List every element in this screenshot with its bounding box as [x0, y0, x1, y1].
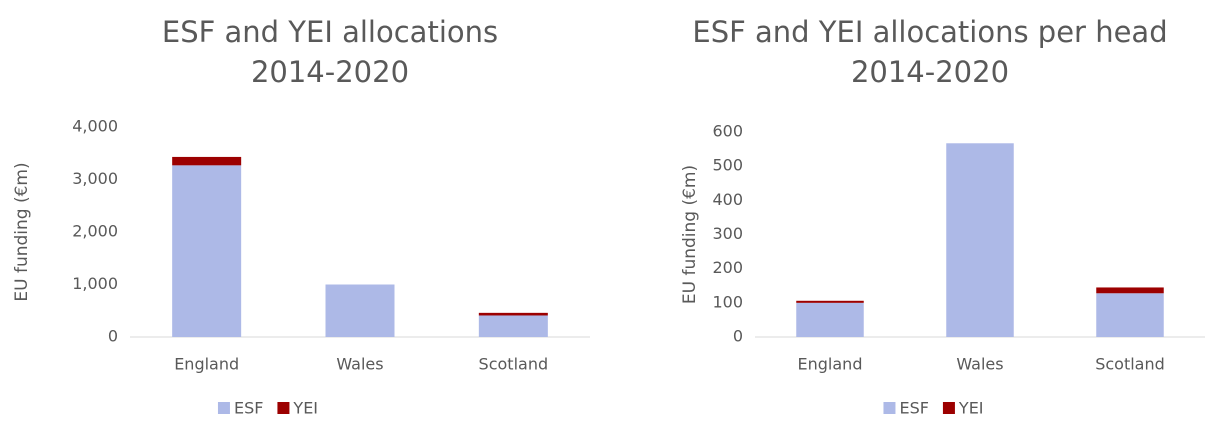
y-tick-label: 600 [712, 122, 743, 141]
bar [478, 315, 548, 337]
y-tick-label: 300 [712, 224, 743, 243]
y-tick-label: 0 [733, 327, 743, 346]
chart-svg: 0 1,000 2,000 3,000 4,000 EU funding (€m) Engl… [12, 117, 590, 418]
legend-swatch [217, 402, 230, 414]
y-axis-label: EU funding (€m) [12, 162, 32, 301]
bar [1096, 293, 1164, 337]
y-tick-label: 200 [712, 258, 743, 277]
chart: ESF and YEI allocations 2014-2020 0 1,000… [0, 0, 610, 428]
x-tick-label: England [174, 355, 239, 374]
bar [946, 143, 1014, 337]
y-tick-label: 3,000 [72, 169, 118, 188]
y-tick-label: 0 [108, 327, 118, 346]
x-tick-label: Scotland [1095, 355, 1165, 374]
bar [796, 302, 864, 337]
y-tick-label: 100 [712, 292, 743, 311]
y-axis-label: EU funding (€m) [680, 165, 700, 304]
legend-label: YEI [958, 399, 984, 418]
chart-svg: 0 100 200 300 400 500 600 EU funding (€m) Englan… [680, 122, 1205, 418]
bar [172, 156, 242, 166]
legend-label: ESF [899, 399, 928, 418]
x-tick-label: Wales [336, 355, 383, 374]
bar [1096, 287, 1164, 294]
y-tick-label: 500 [712, 156, 743, 175]
chart: ESF and YEI allocations per head 2014-20… [610, 0, 1221, 428]
legend-label: ESF [234, 399, 263, 418]
chart-title: ESF and YEI allocations 2014-2020 [161, 15, 499, 89]
x-tick-label: Scotland [479, 355, 549, 374]
y-tick-label: 1,000 [72, 274, 118, 293]
y-tick-label: 400 [712, 190, 743, 209]
y-tick-label: 2,000 [72, 222, 118, 241]
legend-label: YEI [292, 399, 318, 418]
legend-swatch [277, 402, 290, 414]
bar [478, 312, 548, 316]
chart-title: ESF and YEI allocations per head 2014-20… [692, 15, 1168, 89]
x-tick-label: England [798, 355, 863, 374]
legend-swatch [942, 402, 955, 414]
bar [796, 300, 864, 303]
x-tick-label: Wales [956, 355, 1003, 374]
legend-swatch [883, 402, 896, 414]
bar [172, 165, 242, 337]
bar [325, 284, 395, 337]
y-tick-label: 4,000 [72, 117, 118, 136]
